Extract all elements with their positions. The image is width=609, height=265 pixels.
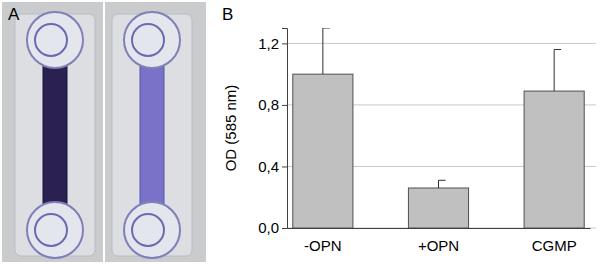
stained-channel [140, 52, 164, 218]
reservoir-inner [132, 24, 164, 56]
y-tick: 0,8 [258, 96, 287, 113]
error-bar [439, 180, 446, 188]
panel-label: B [222, 5, 233, 24]
x-tick: CGMP [532, 228, 577, 254]
y-tick-mark [282, 166, 287, 167]
grid-line [287, 43, 596, 44]
reservoir-inner [35, 214, 67, 246]
y-tick-label: 0,0 [258, 219, 279, 236]
reservoir [124, 12, 180, 68]
y-tick-mark [282, 228, 287, 229]
bar [408, 188, 468, 228]
y-axis-line [282, 29, 288, 229]
error-bar [323, 28, 330, 74]
x-axis-line [288, 228, 591, 229]
y-axis-title: OD (585 nm) [222, 85, 239, 172]
error-bar [554, 50, 561, 92]
bar [524, 91, 584, 228]
x-tick-label: CGMP [532, 237, 577, 254]
reservoir-inner [35, 24, 67, 56]
error-bar-stem [438, 180, 439, 188]
reservoir [27, 12, 83, 68]
photo-divider [103, 2, 105, 262]
x-axis: -OPN +OPN CGMP [288, 228, 591, 254]
error-bar-stem [554, 50, 555, 92]
channel-slide [112, 12, 192, 258]
x-tick-label: -OPN [304, 237, 342, 254]
y-axis: 0,0 0,4 0,8 1,2 [258, 29, 287, 237]
y-tick: 0,4 [258, 158, 287, 175]
panel-a-image [2, 2, 206, 262]
reservoir [27, 202, 83, 258]
bar [293, 74, 353, 228]
error-bar-cap [554, 49, 561, 50]
reservoir [124, 202, 180, 258]
panel-label: A [8, 5, 20, 24]
y-tick-label: 0,4 [258, 158, 279, 175]
x-tick-label: +OPN [418, 237, 459, 254]
x-tick: -OPN [304, 228, 342, 254]
channel-slide [15, 12, 95, 258]
reservoir-inner [132, 214, 164, 246]
y-tick: 1,2 [258, 35, 287, 52]
error-bar-cap [439, 180, 446, 181]
y-tick-mark [282, 105, 287, 106]
y-tick-label: 1,2 [258, 35, 279, 52]
plot-area [293, 28, 584, 228]
stained-channel [43, 52, 67, 218]
grid [287, 43, 596, 228]
x-tick: +OPN [418, 228, 459, 254]
y-tick-label: 0,8 [258, 96, 279, 113]
y-tick: 0,0 [258, 219, 287, 236]
error-bar-stem [322, 28, 323, 74]
error-bar-cap [323, 28, 330, 29]
y-tick-mark [282, 43, 287, 44]
photo-background [2, 2, 206, 262]
